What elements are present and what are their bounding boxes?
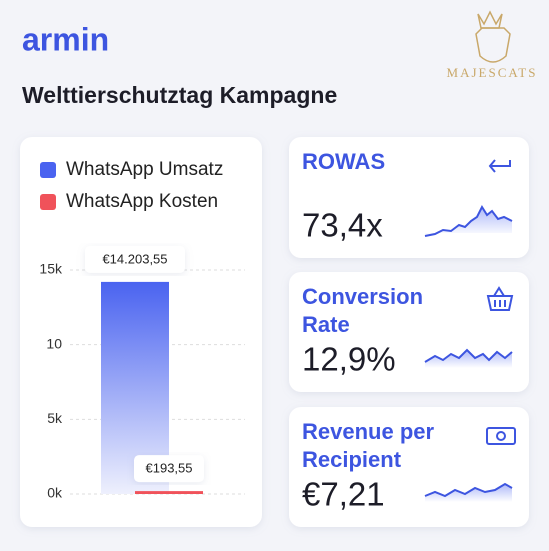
value-label-box (85, 245, 185, 273)
card-title: Rate (302, 312, 350, 337)
partner-name: MAJESCATS (447, 65, 538, 80)
card-icons (486, 159, 516, 445)
card-title: ROWAS (302, 149, 385, 174)
card-title: Revenue per (302, 419, 434, 444)
page-title: Welttierschutztag Kampagne (22, 82, 337, 108)
legend-label: WhatsApp Kosten (66, 191, 218, 212)
card-value: 73,4x (302, 207, 383, 244)
legend-swatch (40, 194, 56, 210)
card-title: Conversion (302, 284, 423, 309)
brand-logo: armin (22, 21, 109, 57)
card-value: 12,9% (302, 341, 396, 378)
y-tick-label: 15k (39, 261, 63, 277)
card-title: Recipient (302, 447, 402, 472)
legend-swatch (40, 162, 56, 178)
y-tick-label: 0k (47, 485, 63, 501)
card-value: €7,21 (302, 476, 385, 513)
y-tick-label: 5k (47, 410, 63, 426)
bar (135, 491, 203, 494)
value-label: €193,55 (146, 461, 193, 476)
sparklines (424, 204, 513, 502)
partner-logo: MAJESCATS (447, 10, 538, 80)
y-tick-label: 10 (46, 335, 62, 351)
value-label: €14.203,55 (102, 251, 167, 266)
value-label-box (134, 455, 204, 483)
legend-label: WhatsApp Umsatz (66, 159, 223, 180)
